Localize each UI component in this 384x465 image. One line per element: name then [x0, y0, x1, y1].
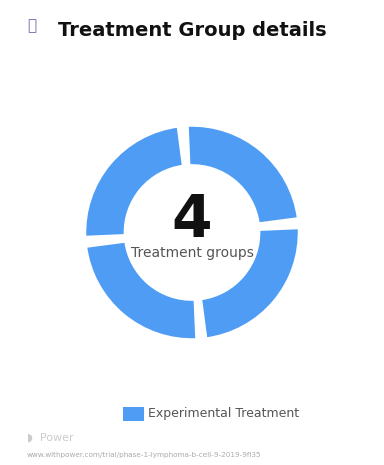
Text: 4: 4	[172, 193, 212, 249]
Text: Experimental Treatment: Experimental Treatment	[148, 407, 299, 420]
Text: 👥: 👥	[27, 18, 36, 33]
Wedge shape	[187, 126, 298, 224]
Text: Treatment groups: Treatment groups	[131, 246, 253, 259]
Text: ◗  Power: ◗ Power	[27, 433, 73, 443]
Wedge shape	[85, 126, 183, 237]
Text: www.withpower.com/trial/phase-1-lymphoma-b-cell-9-2019-9fl35: www.withpower.com/trial/phase-1-lymphoma…	[27, 452, 262, 458]
Text: Treatment Group details: Treatment Group details	[58, 21, 326, 40]
Wedge shape	[86, 241, 197, 339]
Wedge shape	[201, 228, 299, 339]
